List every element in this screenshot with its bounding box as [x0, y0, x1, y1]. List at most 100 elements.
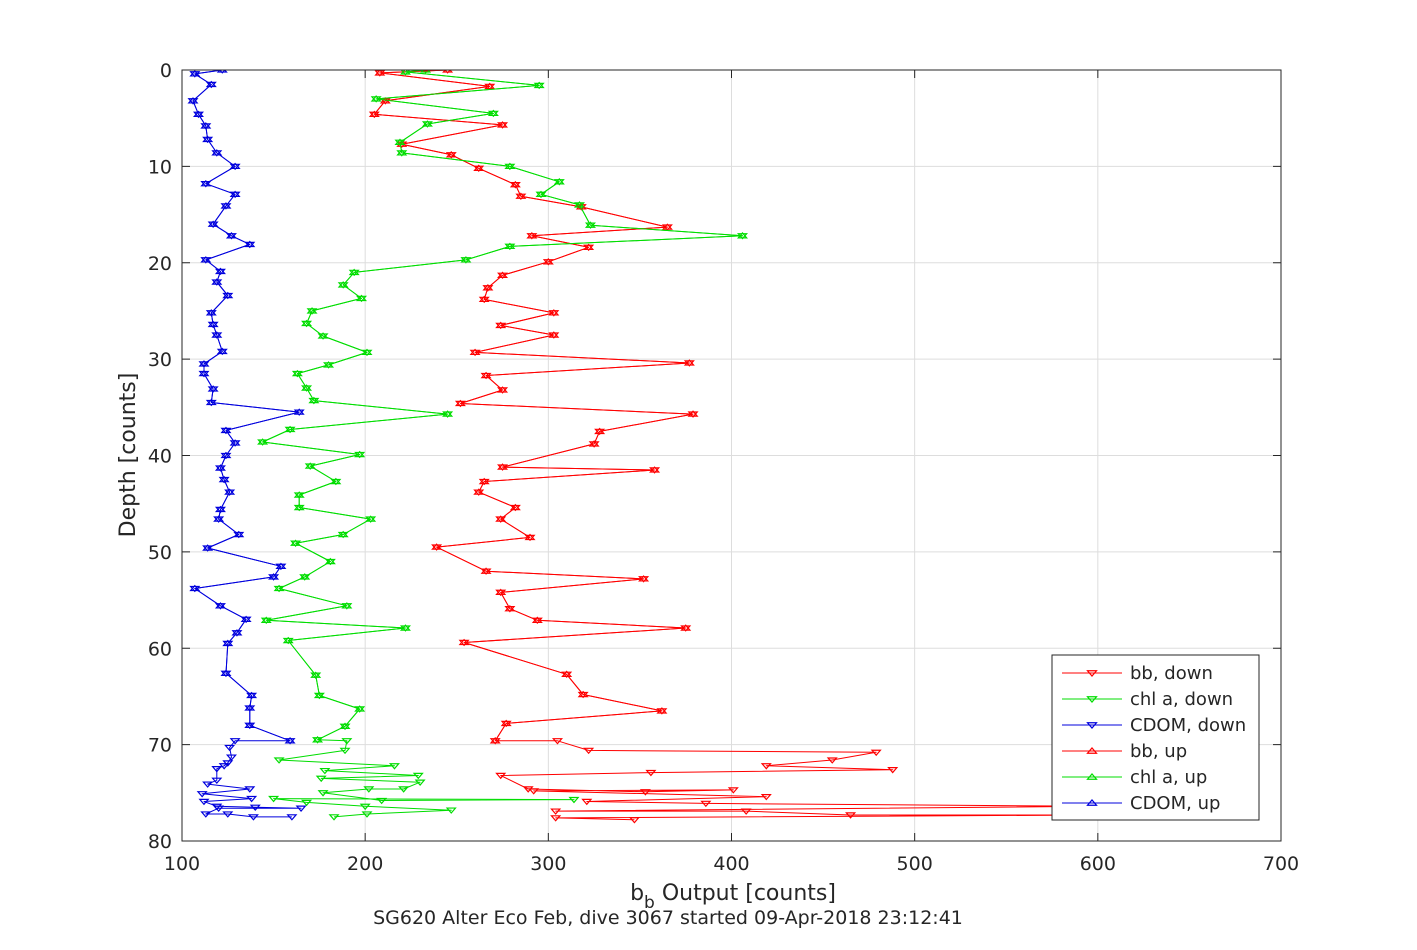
data-point-marker	[293, 491, 305, 498]
data-point-marker	[205, 309, 217, 316]
data-point-marker	[323, 361, 335, 368]
data-point-marker	[192, 110, 204, 118]
data-point-marker	[581, 798, 593, 806]
x-axis-label-main: b	[630, 881, 644, 906]
data-point-marker	[214, 602, 226, 609]
data-point-marker	[214, 267, 226, 275]
data-point-marker	[460, 256, 472, 263]
data-point-marker	[504, 604, 516, 612]
data-point-marker	[445, 151, 457, 158]
data-point-marker	[216, 70, 228, 73]
y-tick-label: 10	[148, 156, 172, 178]
data-point-marker	[244, 786, 256, 793]
data-point-marker	[213, 515, 225, 522]
data-point-marker	[469, 348, 481, 356]
data-point-marker	[225, 232, 237, 239]
data-point-marker	[304, 462, 316, 469]
data-point-marker	[301, 799, 313, 807]
data-point-marker	[683, 359, 695, 366]
x-tick-label: 500	[897, 853, 933, 875]
data-point-marker	[273, 584, 285, 592]
data-point-marker	[495, 588, 507, 596]
y-tick-label: 20	[148, 253, 172, 275]
data-point-marker	[594, 427, 606, 435]
data-point-marker	[760, 793, 772, 801]
data-point-marker	[727, 787, 739, 794]
data-point-marker	[442, 70, 454, 73]
data-point-marker	[487, 109, 499, 117]
data-point-marker	[509, 180, 521, 188]
data-point-marker	[870, 749, 882, 757]
data-point-marker	[328, 814, 340, 821]
data-point-marker	[504, 242, 516, 250]
series-line-bb-up	[373, 70, 694, 742]
x-tick-label: 300	[530, 853, 566, 875]
data-point-marker	[551, 738, 563, 745]
data-point-marker	[310, 671, 322, 678]
data-point-marker	[645, 769, 657, 777]
data-point-marker	[363, 786, 375, 793]
data-point-marker	[515, 192, 527, 199]
data-point-marker	[337, 530, 349, 538]
data-point-marker	[211, 766, 223, 773]
data-point-marker	[458, 638, 470, 646]
data-point-marker	[222, 811, 234, 818]
data-point-marker	[484, 82, 496, 90]
data-point-marker	[454, 399, 466, 407]
data-point-marker	[489, 737, 501, 744]
data-point-marker	[550, 808, 562, 815]
legend: bb, down chl a, down CDOM, down bb, up chl a…	[1051, 654, 1260, 821]
data-point-marker	[478, 477, 490, 485]
data-point-marker	[187, 97, 199, 104]
y-tick-label: 30	[148, 349, 172, 371]
data-point-marker	[341, 738, 353, 745]
data-point-marker	[308, 396, 320, 404]
legend-label: CDOM, up	[1130, 793, 1220, 814]
data-point-marker	[431, 543, 443, 550]
data-point-marker	[533, 81, 545, 89]
data-point-marker	[317, 790, 329, 797]
legend-marker	[1086, 773, 1098, 780]
data-point-marker	[313, 691, 325, 699]
data-point-marker	[202, 135, 214, 143]
data-point-marker	[240, 615, 252, 623]
data-point-marker	[528, 788, 540, 795]
data-point-marker	[628, 817, 640, 824]
legend-item-chl-a-up: chl a, up	[1062, 767, 1207, 788]
data-point-marker	[348, 268, 360, 276]
data-point-marker	[315, 775, 327, 783]
x-axis-label-subscript: b	[644, 893, 655, 913]
data-point-marker	[445, 807, 457, 814]
data-series	[187, 70, 1104, 824]
data-point-marker	[284, 425, 296, 433]
data-point-marker	[205, 398, 217, 406]
x-tick-label: 100	[164, 853, 200, 875]
data-point-marker	[220, 202, 232, 209]
y-tick-label: 70	[148, 735, 172, 757]
data-point-marker	[542, 258, 554, 265]
data-point-marker	[359, 803, 371, 811]
data-point-marker	[257, 438, 269, 445]
legend-label: bb, up	[1130, 741, 1187, 762]
data-point-marker	[291, 369, 303, 377]
legend-marker	[1086, 722, 1098, 729]
data-point-marker	[202, 781, 214, 788]
data-point-marker	[244, 240, 256, 248]
data-point-marker	[524, 533, 536, 541]
data-point-marker	[205, 80, 217, 88]
data-point-marker	[200, 811, 212, 818]
legend-label: chl a, up	[1130, 767, 1207, 788]
data-point-marker	[301, 319, 313, 327]
x-axis-label-rest: Output [counts]	[655, 881, 836, 906]
legend-marker	[1086, 670, 1098, 677]
data-point-marker	[198, 360, 210, 367]
data-point-marker	[214, 505, 226, 513]
data-point-marker	[339, 747, 351, 755]
data-point-marker	[376, 797, 388, 805]
data-point-marker	[740, 808, 752, 815]
data-point-marker	[354, 450, 366, 458]
series-chl-a-up	[257, 70, 748, 743]
data-point-marker	[548, 331, 560, 338]
data-point-marker	[207, 385, 219, 392]
